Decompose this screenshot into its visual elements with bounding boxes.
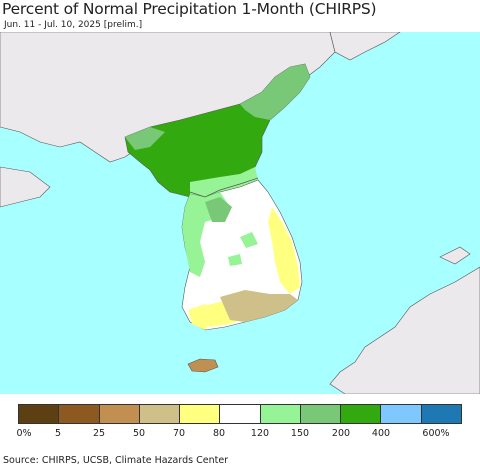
sk-patch	[240, 232, 258, 248]
japan-island-north	[439, 246, 471, 265]
legend-label: 120	[250, 428, 270, 439]
legend-swatch	[139, 405, 181, 423]
legend-swatch	[300, 405, 342, 423]
russia-land	[329, 32, 401, 61]
nk-south	[190, 167, 258, 197]
legend-swatch	[59, 405, 100, 423]
sk-center-green	[205, 197, 232, 222]
legend-label: 400	[371, 428, 391, 439]
sk-southwest-yellow	[188, 304, 215, 330]
legend-labels: 0% 5 25 50 70 80 120 150 200 400 600%	[0, 428, 480, 442]
dmz-border	[189, 177, 259, 198]
legend-swatch	[180, 405, 221, 423]
legend-swatch	[341, 405, 382, 423]
legend-label: 70	[172, 428, 186, 439]
nk-northeast	[240, 64, 310, 120]
sk-east-yellow	[268, 207, 300, 294]
legend-label: 5	[54, 428, 62, 439]
legend-swatch	[220, 405, 261, 423]
legend-swatch	[381, 405, 422, 423]
legend-label: 150	[290, 428, 310, 439]
legend-label: 80	[212, 428, 226, 439]
legend-colorbar	[18, 404, 462, 424]
nk-northwest	[125, 127, 165, 150]
legend-label: 200	[331, 428, 351, 439]
shandong-land	[0, 166, 51, 208]
legend-swatch	[421, 405, 461, 423]
jeju-island	[187, 358, 219, 373]
legend-swatch	[260, 405, 301, 423]
precipitation-map	[0, 32, 480, 394]
japan-land	[329, 266, 480, 394]
legend-label: 0%	[16, 428, 32, 439]
source-credit: Source: CHIRPS, UCSB, Climate Hazards Ce…	[3, 455, 229, 466]
legend-label: 25	[92, 428, 106, 439]
map-subtitle: Jun. 11 - Jul. 10, 2025 [prelim.]	[4, 20, 143, 30]
sk-south-tan	[220, 290, 298, 322]
legend-swatch	[99, 405, 140, 423]
legend-label: 600%	[422, 428, 450, 439]
legend-swatch	[19, 405, 60, 423]
map-title: Percent of Normal Precipitation 1-Month …	[2, 0, 377, 18]
legend-label: 50	[132, 428, 146, 439]
sk-patch-2	[228, 254, 242, 266]
